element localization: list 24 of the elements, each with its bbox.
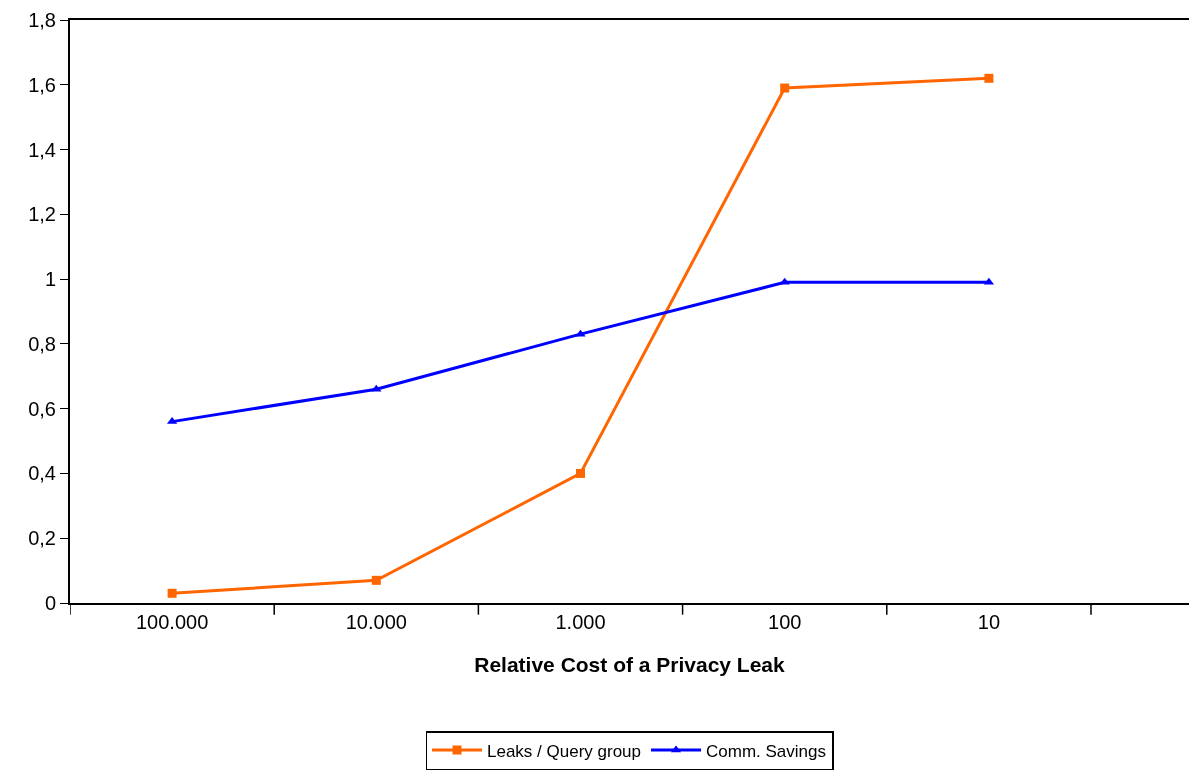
y-tick-label: 0,4 — [28, 462, 56, 485]
point — [984, 73, 994, 83]
x-tick-label: 1.000 — [555, 611, 606, 633]
point — [779, 277, 790, 285]
y-tick-label: 0 — [44, 592, 56, 614]
x-tick-label: 10 — [977, 611, 1001, 633]
point — [780, 83, 790, 93]
point — [575, 468, 585, 478]
x-axis-title: Relative Cost of a Privacy Leak — [474, 652, 786, 676]
y-tick-label: 1 — [44, 268, 56, 291]
x-tick-label: 10.000 — [345, 611, 407, 633]
y-tick-label: 1,6 — [28, 73, 56, 96]
y-tick-label: 1,2 — [28, 203, 56, 226]
x-tick-label: 100.000 — [135, 611, 209, 633]
y-tick-label: 0,2 — [28, 527, 56, 550]
legend-label: Comm. Savings — [706, 741, 827, 761]
x-tick-label: 100 — [768, 611, 802, 633]
point — [371, 575, 381, 585]
y-tick-label: 1,8 — [28, 9, 56, 31]
y-tick-label: 0,6 — [28, 397, 56, 420]
y-tick-label: 1,4 — [28, 138, 56, 161]
y-tick-label: 0,8 — [28, 332, 56, 355]
legend-label: Leaks / Query group — [487, 741, 642, 761]
point — [167, 588, 177, 598]
